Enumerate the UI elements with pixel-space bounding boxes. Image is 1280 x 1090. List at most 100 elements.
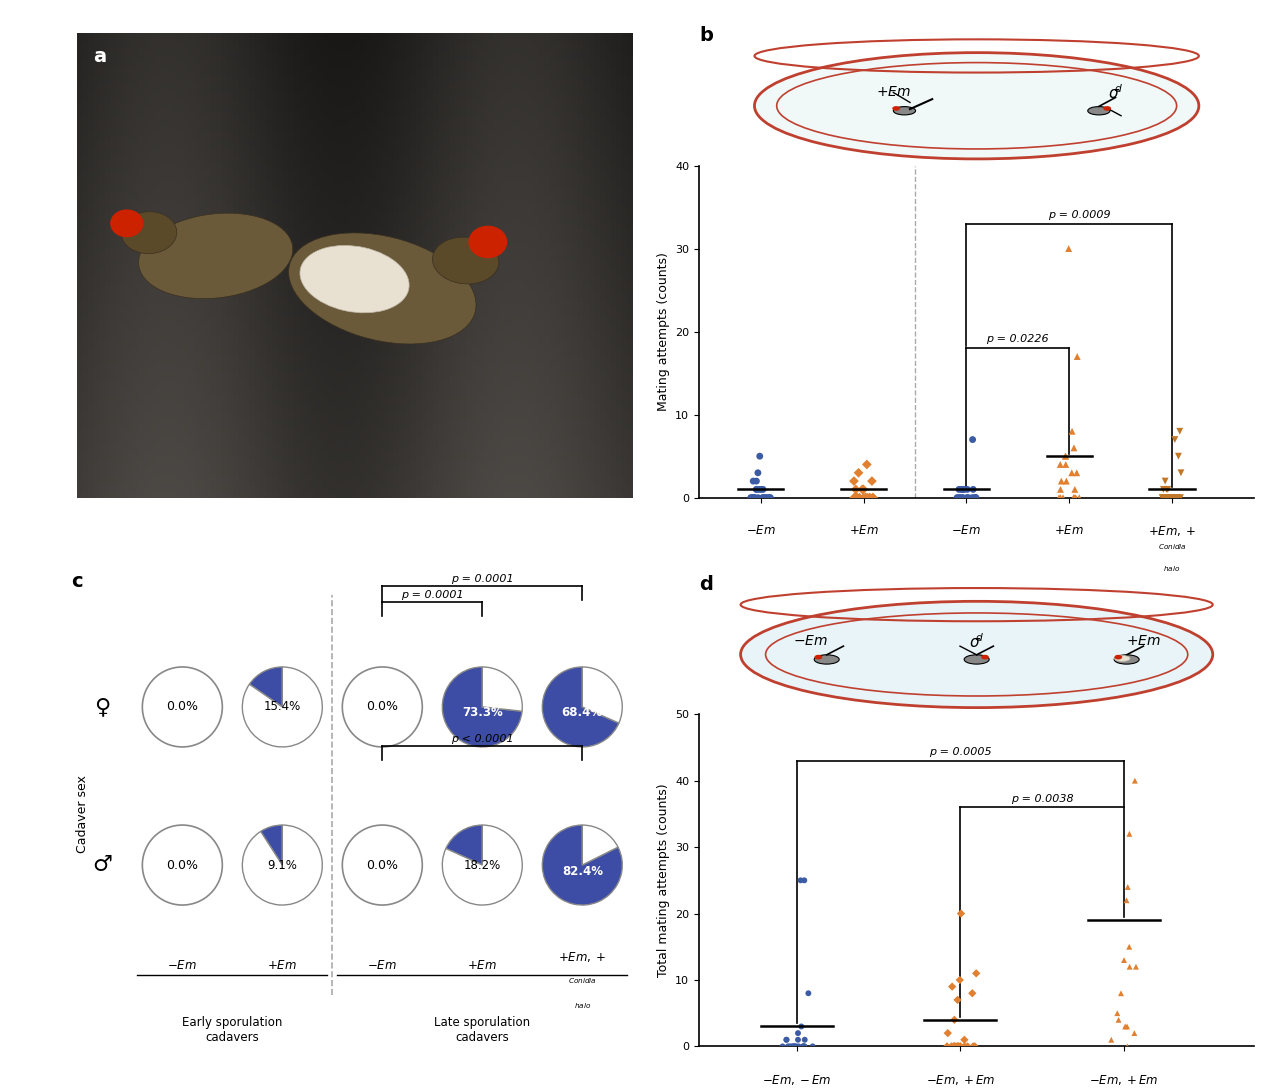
Point [950, 489, 970, 507]
Point [1064, 489, 1084, 507]
Point [863, 489, 883, 507]
Text: $+Em$: $+Em$ [1055, 524, 1084, 537]
Text: ♀: ♀ [93, 697, 110, 717]
Text: Late sporulation
cadavers: Late sporulation cadavers [1021, 597, 1117, 626]
Text: p = 0.0005: p = 0.0005 [929, 748, 992, 758]
Text: b: b [699, 26, 713, 45]
Point [863, 489, 883, 507]
Wedge shape [582, 825, 618, 865]
Point [1170, 489, 1190, 507]
Point [1156, 481, 1176, 498]
Wedge shape [483, 667, 522, 711]
Wedge shape [142, 667, 223, 747]
Point [1059, 240, 1079, 257]
Point [954, 481, 974, 498]
Circle shape [468, 226, 507, 258]
Point [782, 1038, 803, 1055]
Point [1124, 1025, 1144, 1042]
Ellipse shape [1115, 655, 1130, 662]
Text: 68.4%: 68.4% [562, 706, 603, 719]
Point [861, 472, 882, 489]
Point [1119, 825, 1139, 843]
Point [1065, 481, 1085, 498]
Point [741, 489, 762, 507]
Point [1152, 489, 1172, 507]
Ellipse shape [300, 245, 410, 313]
Point [753, 489, 773, 507]
Y-axis label: Total mating attempts (counts): Total mating attempts (counts) [657, 784, 669, 977]
Point [1048, 489, 1069, 507]
Text: $_{halo}$: $_{halo}$ [573, 1002, 591, 1012]
Point [1115, 1018, 1135, 1036]
Ellipse shape [1088, 107, 1110, 114]
Ellipse shape [893, 107, 915, 114]
Point [1120, 958, 1140, 976]
Point [742, 472, 763, 489]
Point [1153, 489, 1174, 507]
Point [942, 978, 963, 995]
Point [1160, 489, 1180, 507]
Point [947, 1038, 968, 1055]
Text: 82.4%: 82.4% [562, 864, 603, 877]
Text: p = 0.0001: p = 0.0001 [451, 573, 513, 584]
Point [847, 489, 868, 507]
Point [794, 1038, 814, 1055]
Point [957, 481, 978, 498]
Point [1167, 489, 1188, 507]
Point [786, 1038, 806, 1055]
Text: $\sigma^{\!\!d}$: $\sigma^{\!\!d}$ [969, 632, 984, 651]
Point [966, 489, 987, 507]
Text: $-Em$: $-Em$ [951, 524, 982, 537]
Text: Early sporulation
cadavers: Early sporulation cadavers [182, 1016, 283, 1044]
Point [947, 489, 968, 507]
Point [943, 1038, 964, 1055]
Point [846, 489, 867, 507]
Ellipse shape [433, 238, 499, 284]
Point [1064, 439, 1084, 457]
Point [957, 1038, 978, 1055]
Point [1107, 1005, 1128, 1022]
Point [959, 489, 979, 507]
Point [1125, 958, 1146, 976]
Point [1068, 348, 1088, 365]
Point [749, 481, 769, 498]
Text: 18.2%: 18.2% [463, 859, 500, 872]
Point [1116, 892, 1137, 909]
Point [955, 1038, 975, 1055]
Wedge shape [445, 825, 483, 865]
Point [1064, 489, 1084, 507]
Y-axis label: Mating attempts (counts): Mating attempts (counts) [657, 252, 669, 411]
Point [759, 489, 780, 507]
Point [941, 1038, 961, 1055]
Text: Early sporulation
cadavers: Early sporulation cadavers [762, 597, 863, 626]
Point [945, 1038, 965, 1055]
Text: $+Em$: $+Em$ [849, 524, 878, 537]
Point [794, 1038, 814, 1055]
Text: c: c [72, 572, 83, 591]
Point [748, 489, 768, 507]
Point [954, 1031, 974, 1049]
Ellipse shape [814, 655, 840, 664]
Point [744, 489, 764, 507]
Point [760, 489, 781, 507]
Point [963, 984, 983, 1002]
Point [1162, 489, 1183, 507]
Point [1117, 1038, 1138, 1055]
Point [788, 1038, 809, 1055]
Text: $+Em$: $+Em$ [467, 959, 497, 972]
Text: $+Em$: $+Em$ [1126, 634, 1161, 649]
Point [746, 481, 767, 498]
Point [795, 1031, 815, 1049]
Text: Late sporulation
cadavers: Late sporulation cadavers [434, 1016, 530, 1044]
Point [950, 489, 970, 507]
Text: $\sigma^{\!\!d}$: $\sigma^{\!\!d}$ [1107, 83, 1124, 101]
Point [776, 1031, 796, 1049]
Point [758, 489, 778, 507]
Point [964, 489, 984, 507]
Point [965, 489, 986, 507]
Point [746, 472, 767, 489]
Text: 0.0%: 0.0% [366, 701, 398, 714]
Ellipse shape [1114, 655, 1139, 664]
Point [966, 965, 987, 982]
Point [952, 489, 973, 507]
